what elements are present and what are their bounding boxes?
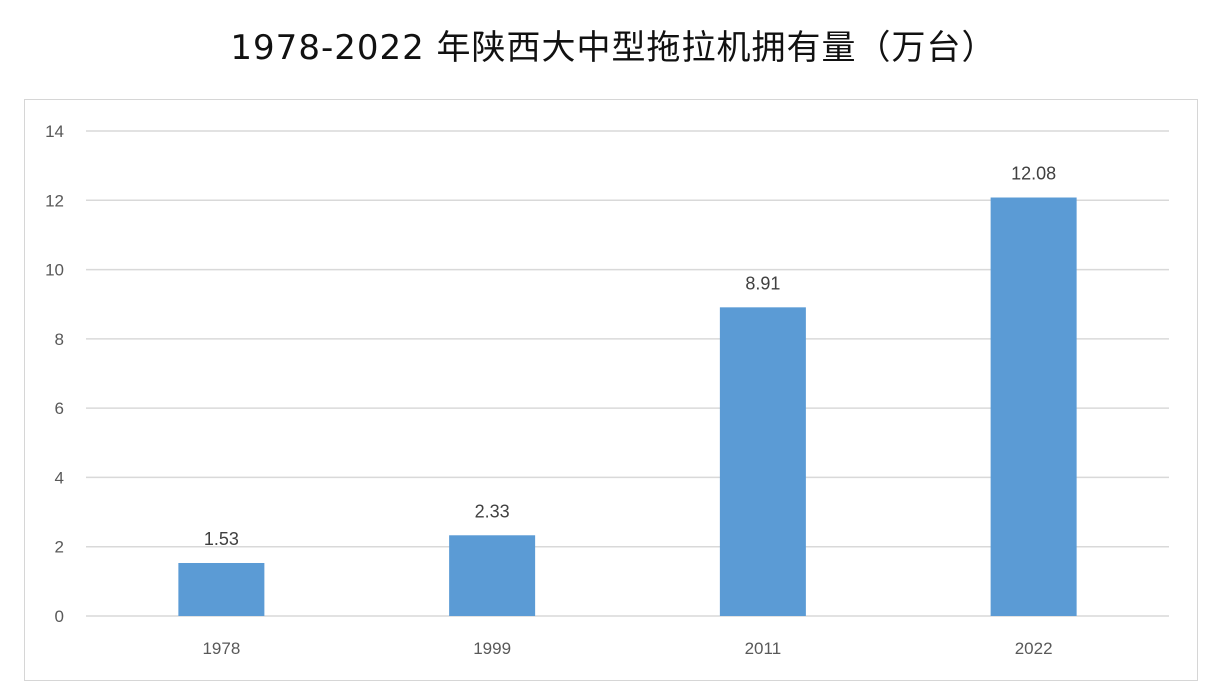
x-tick-label: 1999	[473, 639, 511, 658]
y-tick-label: 12	[45, 191, 64, 210]
y-tick-label: 8	[55, 330, 64, 349]
y-tick-label: 14	[45, 122, 64, 141]
y-axis-ticks: 0 2 4 6 8 10 12 14	[45, 122, 64, 626]
bar	[449, 535, 536, 616]
gridlines	[86, 130, 1169, 617]
data-label: 1.53	[204, 529, 239, 549]
data-label: 12.08	[1011, 164, 1056, 184]
x-axis-ticks: 1978 1999 2011 2022	[202, 639, 1052, 658]
bars	[178, 197, 1077, 616]
data-label: 8.91	[745, 273, 780, 293]
y-tick-label: 0	[55, 607, 64, 626]
x-tick-label: 2022	[1015, 639, 1053, 658]
x-tick-label: 1978	[202, 639, 240, 658]
chart-title: 1978-2022 年陕西大中型拖拉机拥有量（万台）	[230, 28, 997, 68]
y-tick-label: 10	[45, 261, 64, 280]
x-tick-label: 2011	[745, 639, 782, 658]
bar	[178, 562, 265, 616]
data-labels: 1.53 2.33 8.91 12.08	[204, 164, 1056, 549]
y-tick-label: 4	[55, 468, 64, 487]
y-tick-label: 2	[55, 538, 64, 557]
bar	[719, 307, 806, 616]
data-label: 2.33	[475, 501, 510, 521]
y-tick-label: 6	[55, 399, 64, 418]
bar	[990, 197, 1077, 616]
